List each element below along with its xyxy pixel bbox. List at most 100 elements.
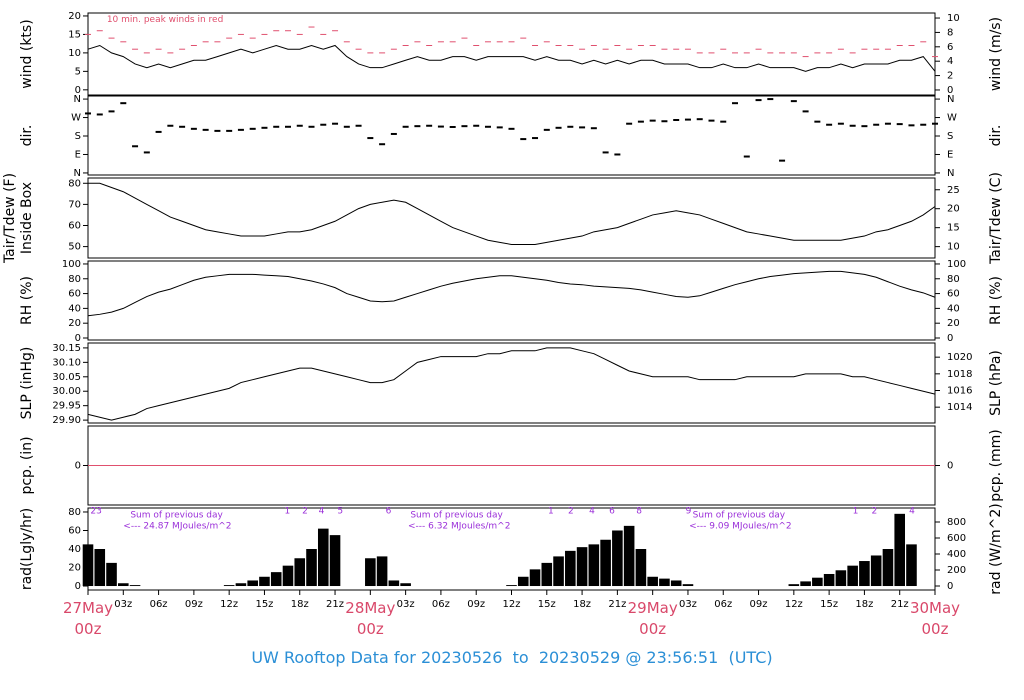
y-tick-label: 40 — [68, 544, 81, 555]
x-tick-label: 18z — [573, 599, 592, 610]
y2-axis-label: Tair/Tdew (C) — [988, 172, 1004, 265]
y2-tick-label: 8 — [947, 27, 953, 38]
y2-axis-label: rad (W/m^2) — [988, 503, 1004, 594]
y-tick-label: 0 — [75, 461, 81, 472]
y2-tick-label: 0 — [947, 333, 953, 344]
bar — [800, 581, 811, 587]
bar — [682, 584, 694, 587]
bar — [517, 576, 529, 587]
x-tick-label: 09z — [467, 599, 486, 610]
x-tick-label: 09z — [749, 599, 768, 610]
annotation: 4 — [319, 507, 325, 517]
x-tick-label: 21z — [890, 599, 909, 610]
y-tick-label: 100 — [62, 259, 81, 270]
x-tick-label: 18z — [290, 599, 309, 610]
bar — [565, 550, 576, 587]
y-tick-label: 20 — [68, 11, 81, 22]
bar — [553, 556, 564, 587]
bar — [317, 528, 329, 587]
bar — [106, 562, 117, 587]
y2-tick-label: S — [947, 131, 953, 142]
annotation: 6 — [386, 507, 392, 517]
y-tick-label: 15 — [68, 29, 81, 40]
bar — [835, 570, 847, 587]
y2-tick-label: 20 — [947, 318, 960, 329]
y2-tick-label: W — [947, 113, 957, 124]
y-tick-label: 30.10 — [52, 357, 81, 368]
x-tick-label: 21z — [326, 599, 345, 610]
bar — [588, 544, 600, 587]
y2-tick-label: N — [947, 168, 954, 179]
y-tick-label: 0 — [75, 581, 81, 592]
x-tick-label: 03z — [396, 599, 415, 610]
y-tick-label: 20 — [68, 563, 81, 574]
y-tick-label: W — [71, 113, 81, 124]
y2-tick-label: 800 — [947, 517, 966, 528]
y2-tick-label: 2 — [947, 71, 953, 82]
x-tick-label: 15z — [537, 599, 556, 610]
bar — [235, 583, 247, 587]
bar — [400, 583, 411, 587]
bar — [365, 558, 376, 587]
x-tick-label: 21z — [608, 599, 627, 610]
x-tick-label: 09z — [184, 599, 203, 610]
annotation: 2 — [871, 507, 877, 517]
y2-tick-label: 0 — [947, 85, 953, 96]
annotation: 4 — [909, 507, 915, 517]
y-tick-label: 60 — [68, 525, 81, 536]
y2-tick-label: 10 — [947, 242, 960, 253]
bar — [647, 576, 658, 587]
bar — [659, 578, 670, 587]
bar — [635, 549, 647, 587]
y2-axis-label: dir. — [988, 125, 1004, 147]
y-tick-label: 60 — [68, 289, 81, 300]
y-tick-label: 29.90 — [52, 415, 81, 426]
annotation: <--- 24.87 MJoules/m^2 — [123, 521, 231, 531]
annotation: 9 — [686, 507, 692, 517]
y-tick-label: 29.95 — [52, 401, 81, 412]
annotation: <--- 9.09 MJoules/m^2 — [689, 521, 791, 531]
annotation: 6 — [609, 507, 615, 517]
y-tick-label: N — [74, 168, 81, 179]
x-tick-label: 06z — [149, 599, 168, 610]
annotation: 1 — [548, 507, 554, 517]
y-tick-label: E — [75, 149, 81, 160]
y-tick-label: 40 — [68, 303, 81, 314]
x-tick-label: 15z — [255, 599, 274, 610]
y2-tick-label: 400 — [947, 549, 966, 560]
bar — [376, 556, 388, 587]
y2-tick-label: 0 — [947, 461, 953, 472]
y-axis-label: SLP (inHg) — [19, 347, 35, 420]
y-axis-label: wind (kts) — [19, 19, 35, 88]
y2-tick-label: N — [947, 94, 954, 105]
y-tick-label: 80 — [68, 274, 81, 285]
bar — [223, 585, 235, 587]
x-tick-label: 15z — [820, 599, 839, 610]
x-day-label: 29May 00z — [627, 599, 678, 638]
bar — [576, 547, 588, 587]
y-tick-label: 0 — [75, 85, 81, 96]
panel-frame — [87, 12, 936, 96]
y2-tick-label: 1018 — [947, 369, 972, 380]
y2-tick-label: 6 — [947, 42, 953, 53]
bar — [882, 549, 894, 587]
x-day-label: 30May 00z — [909, 599, 961, 638]
y-tick-label: 30.05 — [52, 372, 81, 383]
y-axis-label: pcp. (in) — [19, 436, 35, 494]
annotation: 23 — [90, 507, 101, 517]
bar — [847, 565, 858, 587]
bar — [506, 585, 517, 587]
y2-tick-label: 10 — [947, 13, 960, 24]
bar — [247, 580, 258, 587]
bar — [294, 558, 306, 587]
y2-axis-label: SLP (hPa) — [988, 350, 1004, 416]
annotation: 2 — [568, 507, 574, 517]
bar — [612, 530, 623, 587]
y-axis-label: Tair/Tdew (F) — [2, 173, 18, 264]
data-line — [87, 270, 936, 317]
x-day-label: 27May 00z — [62, 599, 114, 638]
x-tick-label: 12z — [220, 599, 239, 610]
y2-tick-label: 1020 — [947, 352, 972, 363]
